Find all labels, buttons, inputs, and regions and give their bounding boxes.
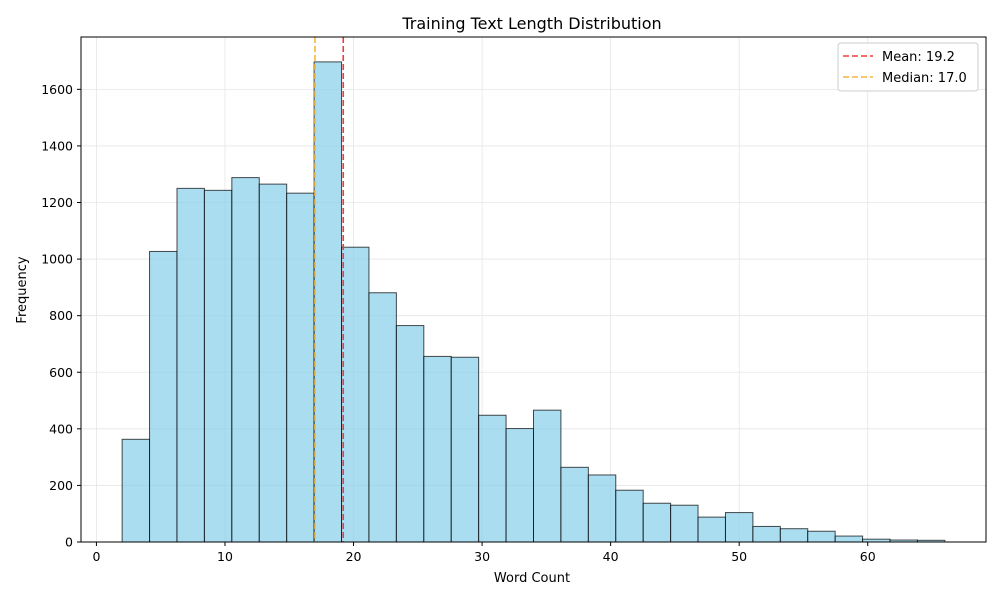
histogram-bar: [615, 489, 644, 543]
x-tick-label: 60: [860, 549, 876, 564]
chart-title: Training Text Length Distribution: [401, 14, 661, 33]
y-tick-label: 600: [49, 365, 73, 380]
histogram-bar: [752, 525, 781, 543]
legend-mean-label: Mean: 19.2: [882, 50, 955, 65]
x-tick-label: 10: [217, 549, 233, 564]
y-tick-label: 1000: [41, 252, 73, 267]
y-tick-label: 800: [49, 308, 73, 323]
histogram-bar: [697, 516, 726, 543]
x-axis-ticks: 0 10 20 30 40 50 60: [92, 542, 876, 564]
histogram-bar: [258, 183, 288, 543]
y-tick-label: 1400: [41, 138, 73, 153]
y-tick-label: 1600: [41, 82, 73, 97]
histogram-bar: [642, 502, 672, 543]
legend: Mean: 19.2 Median: 17.0: [837, 42, 979, 92]
x-tick-label: 50: [731, 549, 747, 564]
y-tick-label: 0: [65, 535, 73, 550]
histogram-bars: [121, 61, 946, 543]
legend-median-label: Median: 17.0: [882, 71, 967, 86]
histogram-bar: [724, 512, 754, 543]
reference-lines: [314, 37, 345, 542]
y-axis-ticks: 0 200 400 600 800 1000 1200 1400 1600: [41, 82, 81, 550]
histogram-bar: [313, 61, 343, 543]
histogram-bar: [203, 189, 233, 543]
histogram-bar: [834, 535, 864, 543]
histogram-bar: [505, 428, 535, 543]
histogram-bar: [587, 474, 617, 543]
x-tick-label: 30: [474, 549, 490, 564]
y-tick-label: 200: [49, 478, 73, 493]
histogram-bar: [149, 250, 178, 543]
y-axis-label: Frequency: [15, 256, 30, 323]
y-tick-label: 400: [49, 421, 73, 436]
histogram-bar: [670, 504, 699, 543]
histogram-bar: [286, 192, 315, 543]
histogram-bar: [533, 409, 562, 543]
x-tick-label: 40: [603, 549, 619, 564]
histogram-bar: [779, 528, 809, 543]
histogram-bar: [121, 438, 151, 543]
histogram-bar: [368, 292, 397, 543]
histogram-bar: [560, 466, 589, 543]
histogram-bar: [478, 414, 507, 543]
histogram-bar: [231, 177, 260, 543]
histogram-bar: [423, 355, 452, 543]
histogram-bar: [807, 530, 836, 543]
histogram-bar: [176, 187, 205, 543]
x-tick-label: 0: [92, 549, 100, 564]
plot-frame: [80, 36, 987, 543]
histogram-bar: [341, 246, 370, 543]
x-tick-label: 20: [346, 549, 362, 564]
y-tick-label: 1200: [41, 195, 73, 210]
histogram-bar: [395, 325, 425, 543]
histogram-bar: [450, 356, 480, 543]
legend-box: [837, 42, 979, 92]
x-axis-label: Word Count: [494, 571, 570, 586]
